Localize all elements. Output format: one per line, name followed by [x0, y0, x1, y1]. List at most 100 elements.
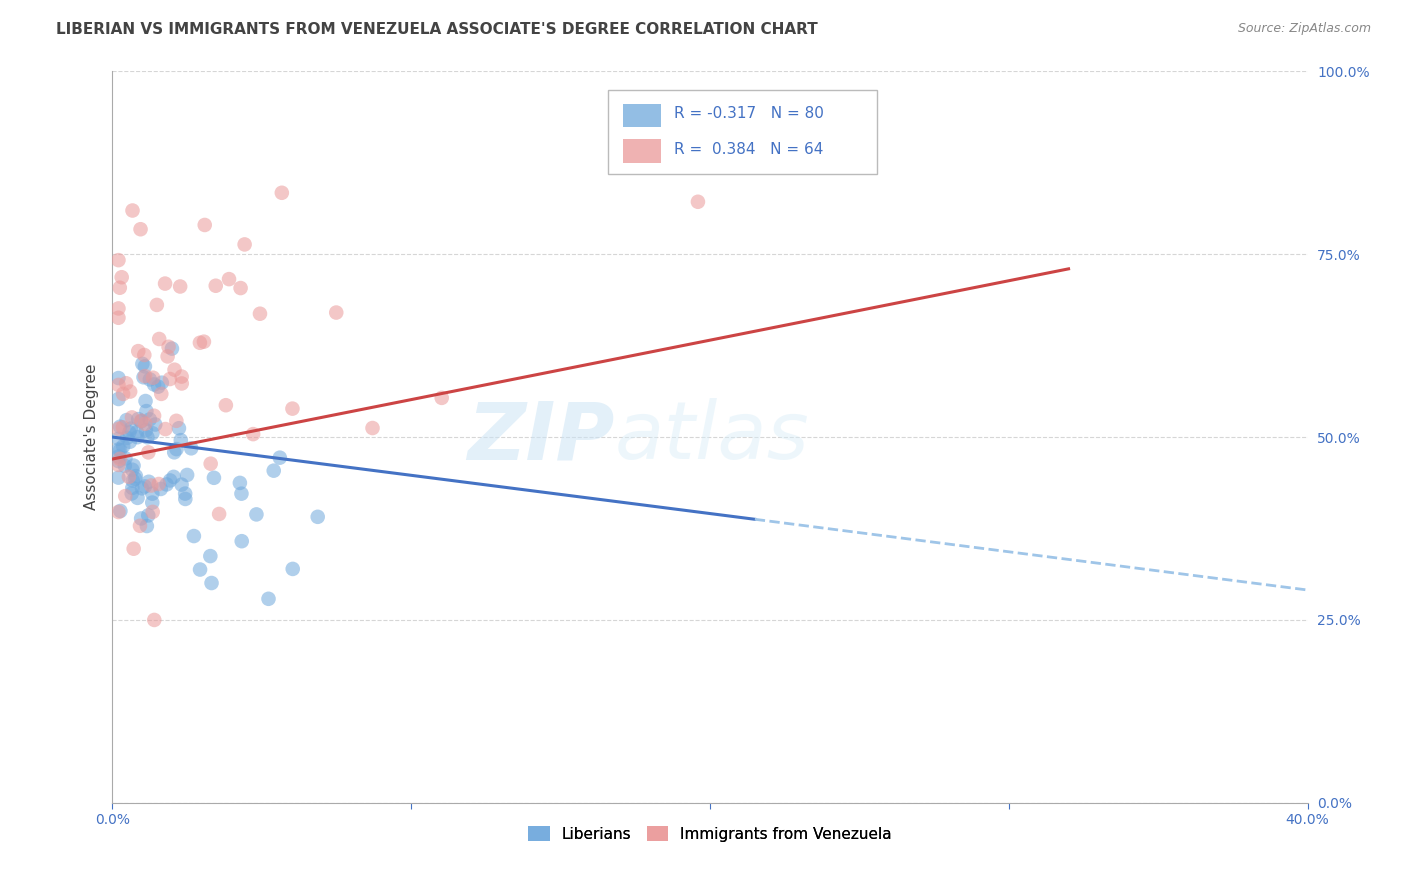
- Point: [120, 422, 142, 436]
- Point: [114, 489, 136, 503]
- Point: [269, 450, 291, 465]
- Point: [170, 477, 193, 491]
- Point: [134, 417, 156, 431]
- Point: [229, 475, 252, 490]
- Y-axis label: Associate's Degree: Associate's Degree: [83, 364, 98, 510]
- Point: [188, 335, 211, 350]
- Point: [127, 491, 149, 505]
- Point: [170, 376, 193, 391]
- Point: [131, 481, 153, 495]
- Point: [121, 463, 143, 477]
- Point: [193, 334, 215, 349]
- Point: [245, 508, 267, 522]
- Point: [174, 491, 197, 506]
- Point: [150, 387, 173, 401]
- Point: [257, 591, 280, 606]
- Point: [215, 398, 238, 412]
- Point: [148, 477, 170, 491]
- Point: [121, 203, 143, 218]
- Point: [141, 426, 163, 441]
- Point: [231, 534, 253, 549]
- Point: [143, 377, 166, 392]
- Point: [121, 486, 143, 500]
- Point: [156, 350, 179, 364]
- Point: [107, 371, 129, 385]
- Point: [155, 422, 177, 436]
- Point: [281, 562, 304, 576]
- Text: R = -0.317   N = 80: R = -0.317 N = 80: [675, 106, 824, 121]
- Text: atlas: atlas: [614, 398, 810, 476]
- Point: [118, 425, 141, 440]
- Point: [242, 427, 264, 442]
- Point: [108, 419, 131, 434]
- Point: [132, 370, 155, 384]
- Point: [170, 369, 193, 384]
- Point: [107, 432, 129, 446]
- Point: [194, 218, 217, 232]
- Point: [107, 253, 129, 268]
- Point: [134, 479, 156, 493]
- Point: [107, 454, 129, 468]
- Point: [131, 414, 153, 428]
- Point: [143, 417, 166, 432]
- Point: [149, 482, 172, 496]
- Point: [111, 270, 134, 285]
- Point: [142, 505, 165, 519]
- Point: [141, 486, 163, 500]
- Point: [134, 369, 156, 384]
- Point: [165, 414, 187, 428]
- Point: [112, 387, 135, 401]
- Point: [118, 470, 141, 484]
- Point: [107, 442, 129, 457]
- Point: [107, 310, 129, 325]
- Point: [148, 379, 170, 393]
- Point: [200, 549, 222, 563]
- Point: [107, 378, 129, 392]
- Point: [112, 439, 135, 453]
- Point: [141, 478, 163, 492]
- Point: [270, 186, 292, 200]
- Point: [121, 481, 143, 495]
- Point: [129, 518, 152, 533]
- Point: [115, 431, 138, 445]
- Point: [120, 384, 142, 399]
- Point: [150, 376, 173, 390]
- Point: [139, 412, 162, 426]
- Point: [166, 442, 188, 456]
- Point: [307, 509, 329, 524]
- Point: [263, 464, 285, 478]
- Point: [122, 541, 145, 556]
- Point: [162, 470, 184, 484]
- Point: [136, 430, 159, 444]
- Point: [127, 430, 149, 444]
- Point: [229, 281, 252, 295]
- Point: [107, 505, 129, 519]
- Point: [108, 281, 131, 295]
- Point: [141, 495, 163, 509]
- Point: [200, 457, 222, 471]
- Point: [361, 421, 384, 435]
- Text: LIBERIAN VS IMMIGRANTS FROM VENEZUELA ASSOCIATE'S DEGREE CORRELATION CHART: LIBERIAN VS IMMIGRANTS FROM VENEZUELA AS…: [56, 22, 818, 37]
- Point: [107, 470, 129, 484]
- Point: [163, 445, 186, 459]
- Point: [125, 469, 148, 483]
- Point: [124, 472, 146, 486]
- Point: [183, 529, 205, 543]
- Point: [167, 421, 190, 435]
- Point: [208, 507, 231, 521]
- Bar: [623, 139, 661, 163]
- Point: [138, 445, 160, 459]
- Point: [170, 433, 193, 447]
- Point: [110, 504, 132, 518]
- Point: [122, 458, 145, 473]
- Point: [176, 467, 198, 482]
- Point: [129, 222, 152, 236]
- Point: [155, 477, 177, 491]
- Point: [107, 458, 129, 472]
- Point: [108, 443, 131, 458]
- Point: [107, 392, 129, 406]
- Point: [142, 370, 165, 384]
- Point: [125, 425, 148, 440]
- Bar: [623, 103, 661, 127]
- Point: [143, 409, 166, 423]
